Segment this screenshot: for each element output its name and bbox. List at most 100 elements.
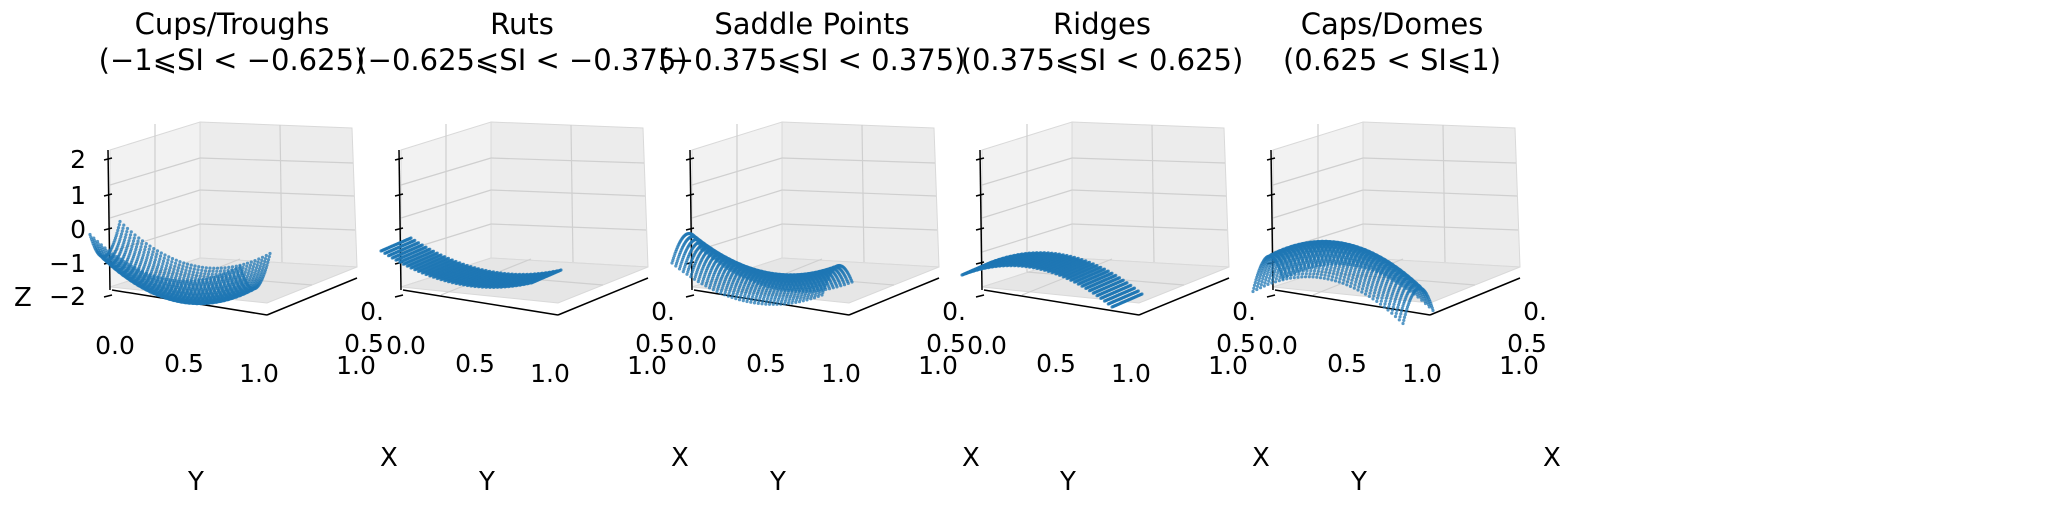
data-point — [140, 239, 145, 243]
data-point — [135, 242, 139, 246]
data-point — [169, 263, 173, 267]
data-point — [122, 260, 126, 264]
data-point — [141, 253, 145, 257]
data-point — [191, 273, 195, 277]
data-point — [125, 230, 129, 234]
data-point — [234, 266, 238, 271]
data-point — [745, 299, 749, 304]
data-point — [145, 256, 149, 260]
data-point — [176, 268, 180, 273]
data-point — [114, 255, 118, 259]
data-point — [196, 268, 200, 272]
data-point — [174, 279, 178, 283]
data-point — [461, 283, 466, 287]
data-point — [510, 284, 514, 288]
data-point — [200, 268, 204, 272]
data-point — [133, 250, 137, 254]
z-tick-mark-4 — [685, 294, 695, 298]
data-point — [495, 285, 499, 289]
data-point — [154, 255, 158, 259]
data-point — [450, 281, 454, 285]
data-point — [248, 263, 253, 267]
y-tick-label: 0.5 — [164, 349, 204, 378]
data-point — [95, 239, 100, 244]
back-pane — [781, 121, 940, 268]
z-tick-label: 2 — [70, 145, 86, 174]
data-point — [125, 226, 130, 231]
data-point — [420, 271, 424, 275]
data-point — [148, 244, 152, 248]
data-point — [186, 282, 190, 286]
data-point — [163, 269, 167, 273]
data-point — [244, 267, 248, 271]
data-point — [164, 266, 168, 271]
data-point — [148, 273, 152, 277]
data-point — [439, 278, 443, 282]
data-point — [163, 277, 167, 281]
data-point — [122, 223, 126, 227]
data-point — [764, 302, 768, 306]
data-point — [266, 260, 270, 264]
data-point — [521, 282, 526, 287]
data-point — [200, 278, 205, 282]
data-point — [707, 286, 712, 290]
data-point — [133, 266, 137, 270]
data-point — [150, 253, 154, 257]
y-tick-label: 1.0 — [530, 359, 570, 388]
data-point — [127, 239, 131, 243]
data-point — [165, 261, 169, 265]
data-point — [139, 245, 143, 249]
data-point — [192, 267, 196, 271]
data-point — [156, 263, 160, 267]
data-point — [167, 271, 171, 275]
data-point — [223, 272, 227, 276]
data-point — [179, 270, 184, 274]
gridline-5 — [199, 157, 354, 164]
z-tick-mark-0 — [103, 157, 113, 161]
z-tick-mark-2 — [103, 227, 113, 231]
data-point — [193, 279, 197, 283]
gridline-6 — [199, 189, 355, 197]
data-point — [208, 276, 212, 280]
data-point — [120, 229, 124, 233]
data-point — [476, 285, 481, 289]
data-point — [200, 265, 205, 269]
z-tick-label: 0 — [70, 215, 86, 244]
data-point — [107, 251, 112, 255]
data-point — [100, 245, 104, 249]
data-point — [242, 262, 246, 266]
data-point — [188, 266, 193, 270]
data-point — [185, 262, 190, 266]
data-point — [185, 279, 190, 283]
data-point — [155, 265, 160, 269]
data-point — [145, 274, 149, 278]
data-points-cup — [88, 219, 272, 306]
data-point — [184, 268, 188, 272]
y-tick-label: 0.0 — [386, 331, 426, 360]
z-tick-mark-1 — [103, 193, 113, 197]
data-point — [195, 271, 199, 275]
data-point — [779, 302, 783, 306]
data-point — [159, 276, 163, 280]
data-point — [211, 269, 215, 273]
z-axis-line — [107, 149, 111, 291]
data-point — [670, 261, 674, 265]
data-point — [219, 273, 223, 277]
data-point — [162, 256, 166, 260]
data-point — [525, 282, 529, 286]
panel-rut: Ruts(−0.625⩽SI < −0.375)0.00.5 1.00.0.51.… — [356, 7, 688, 497]
data-point — [208, 266, 212, 270]
data-point — [775, 302, 779, 306]
data-point — [151, 250, 155, 254]
z-tick-label: 1 — [70, 181, 86, 210]
y-axis-label: Y — [187, 467, 204, 497]
data-point — [153, 258, 157, 262]
data-point — [119, 260, 123, 264]
data-point — [215, 274, 220, 278]
data-point — [529, 281, 533, 285]
gridline-7 — [199, 223, 356, 231]
data-point — [133, 233, 137, 237]
data-point — [204, 277, 208, 281]
data-point — [267, 255, 271, 259]
data-point — [790, 301, 794, 305]
